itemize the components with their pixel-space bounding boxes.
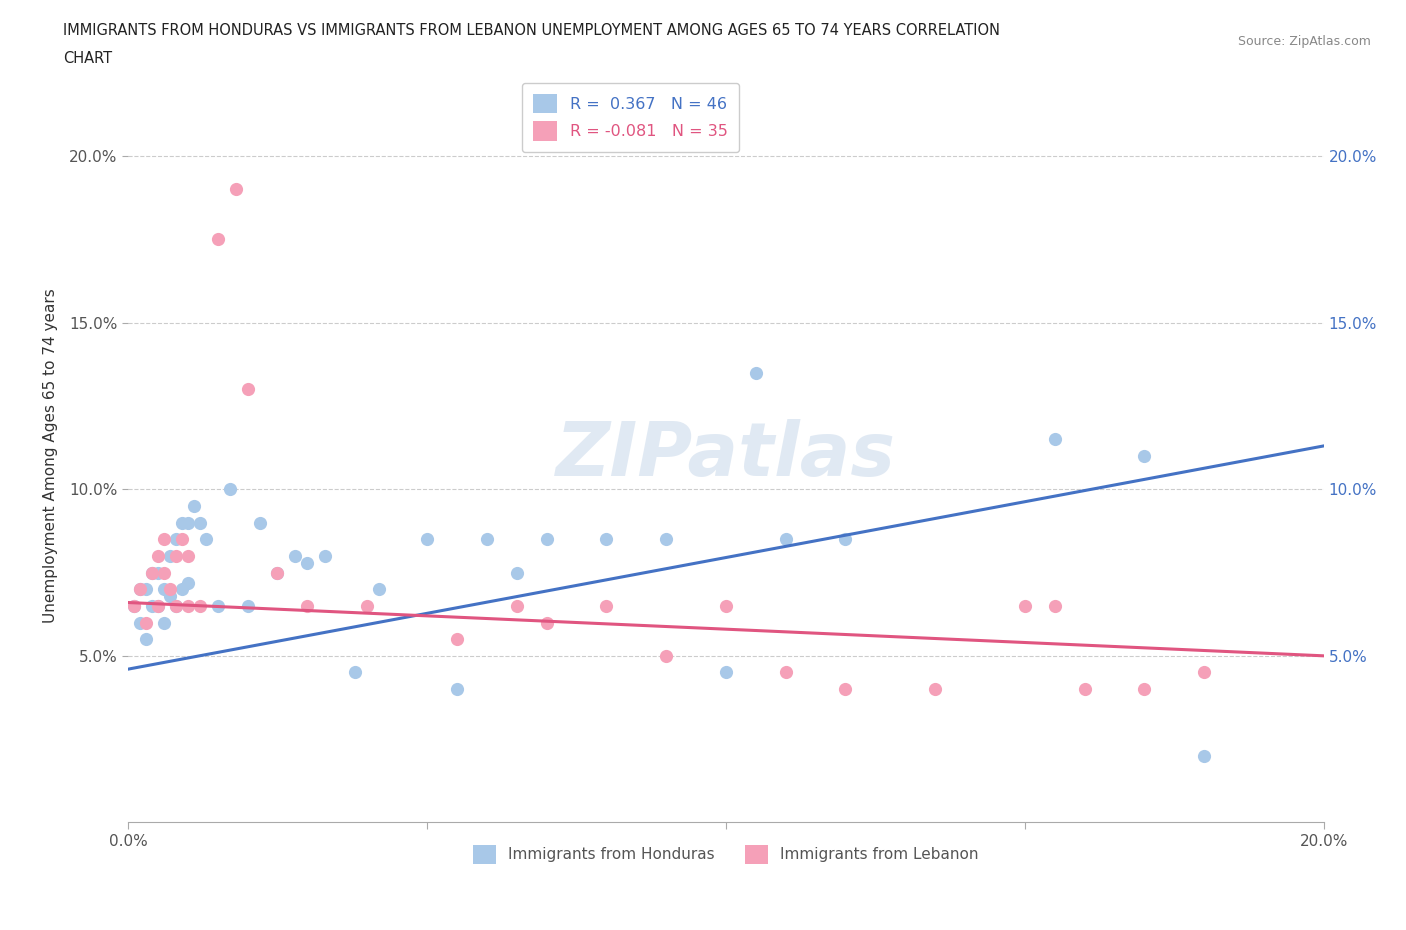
Point xyxy=(834,682,856,697)
Point xyxy=(368,582,391,597)
Point xyxy=(834,532,856,547)
Text: IMMIGRANTS FROM HONDURAS VS IMMIGRANTS FROM LEBANON UNEMPLOYMENT AMONG AGES 65 T: IMMIGRANTS FROM HONDURAS VS IMMIGRANTS F… xyxy=(63,23,1000,38)
Point xyxy=(129,582,152,597)
Point xyxy=(266,565,288,580)
Point xyxy=(225,182,247,197)
Point xyxy=(159,549,181,564)
Point xyxy=(655,648,678,663)
Point xyxy=(165,598,187,613)
Point xyxy=(159,589,181,604)
Point xyxy=(135,631,157,646)
Point xyxy=(775,532,797,547)
Point xyxy=(446,682,468,697)
Point xyxy=(146,549,169,564)
Point xyxy=(153,582,176,597)
Point xyxy=(170,582,193,597)
Point xyxy=(249,515,271,530)
Point xyxy=(141,565,163,580)
Point xyxy=(536,532,558,547)
Point xyxy=(122,598,145,613)
Point xyxy=(266,565,288,580)
Point xyxy=(775,665,797,680)
Point xyxy=(188,598,211,613)
Point xyxy=(135,582,157,597)
Y-axis label: Unemployment Among Ages 65 to 74 years: Unemployment Among Ages 65 to 74 years xyxy=(44,288,58,623)
Point xyxy=(159,582,181,597)
Point xyxy=(714,665,737,680)
Point xyxy=(146,598,169,613)
Point xyxy=(446,631,468,646)
Point xyxy=(536,615,558,630)
Point xyxy=(297,555,319,570)
Point xyxy=(177,549,200,564)
Point xyxy=(146,598,169,613)
Point xyxy=(218,482,240,497)
Text: Source: ZipAtlas.com: Source: ZipAtlas.com xyxy=(1237,35,1371,48)
Point xyxy=(655,532,678,547)
Point xyxy=(314,549,336,564)
Point xyxy=(1043,598,1066,613)
Point xyxy=(135,615,157,630)
Point xyxy=(194,532,217,547)
Point xyxy=(141,565,163,580)
Point xyxy=(177,598,200,613)
Point xyxy=(177,575,200,590)
Point xyxy=(714,598,737,613)
Point xyxy=(1192,749,1215,764)
Point xyxy=(344,665,367,680)
Point xyxy=(177,515,200,530)
Point xyxy=(745,365,768,380)
Point xyxy=(297,598,319,613)
Point xyxy=(122,598,145,613)
Point xyxy=(170,515,193,530)
Point xyxy=(416,532,439,547)
Point xyxy=(129,582,152,597)
Point xyxy=(207,232,229,246)
Point xyxy=(153,532,176,547)
Text: ZIPatlas: ZIPatlas xyxy=(555,419,896,492)
Point xyxy=(141,598,163,613)
Point xyxy=(924,682,946,697)
Point xyxy=(595,532,617,547)
Point xyxy=(165,598,187,613)
Point xyxy=(1192,665,1215,680)
Point xyxy=(505,598,527,613)
Point xyxy=(188,515,211,530)
Point xyxy=(1133,448,1156,463)
Point xyxy=(284,549,307,564)
Text: CHART: CHART xyxy=(63,51,112,66)
Point xyxy=(170,532,193,547)
Point xyxy=(183,498,205,513)
Point xyxy=(1014,598,1036,613)
Point xyxy=(595,598,617,613)
Point xyxy=(1073,682,1095,697)
Point xyxy=(236,382,259,397)
Point xyxy=(129,615,152,630)
Point xyxy=(505,565,527,580)
Point xyxy=(356,598,378,613)
Point xyxy=(1043,432,1066,446)
Point xyxy=(153,565,176,580)
Point xyxy=(236,598,259,613)
Legend: Immigrants from Honduras, Immigrants from Lebanon: Immigrants from Honduras, Immigrants fro… xyxy=(467,839,986,870)
Point xyxy=(165,532,187,547)
Point xyxy=(153,615,176,630)
Point xyxy=(146,565,169,580)
Point xyxy=(207,598,229,613)
Point xyxy=(165,549,187,564)
Point xyxy=(1133,682,1156,697)
Point xyxy=(475,532,498,547)
